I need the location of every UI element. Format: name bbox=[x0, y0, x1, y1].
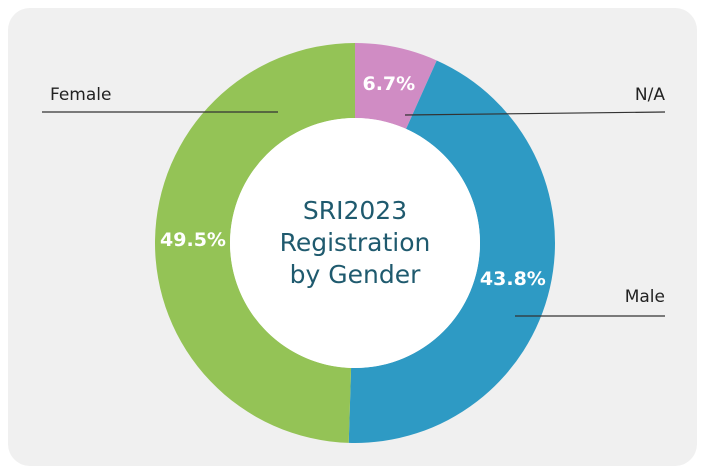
donut-slice bbox=[348, 60, 555, 443]
legend-label: Male bbox=[625, 287, 665, 307]
leader-line bbox=[404, 111, 666, 116]
donut-slice bbox=[355, 43, 437, 129]
value-label: 43.8% bbox=[480, 268, 546, 290]
donut-slice bbox=[155, 43, 355, 443]
value-label: 6.7% bbox=[362, 73, 415, 95]
value-label: 49.5% bbox=[160, 229, 226, 251]
legend-label: N/A bbox=[635, 85, 665, 105]
donut-hole bbox=[230, 118, 480, 368]
legend-label: Female bbox=[50, 85, 111, 105]
chart-title: SRI2023 Registration by Gender bbox=[279, 196, 431, 289]
